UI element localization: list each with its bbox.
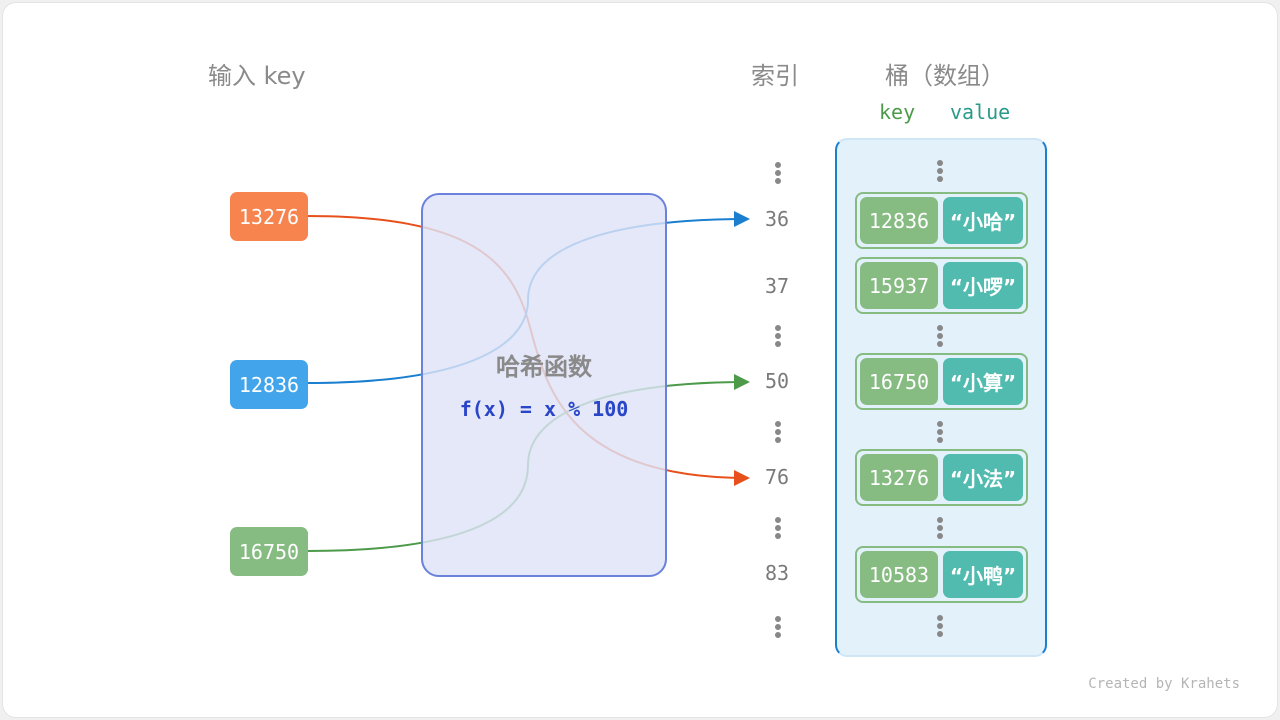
value-column-header: value	[950, 100, 1011, 124]
bucket-entry: 13276 “小法”	[855, 449, 1028, 506]
index-37: 37	[764, 274, 790, 298]
entry-value: “小法”	[943, 454, 1023, 501]
ellipsis-icon	[937, 615, 943, 639]
ellipsis-icon	[937, 160, 943, 184]
bucket-entry: 16750 “小算”	[855, 353, 1028, 410]
ellipsis-icon	[937, 517, 943, 541]
input-key-header: 输入 key	[208, 62, 306, 90]
entry-value: “小算”	[943, 358, 1023, 405]
index-76: 76	[764, 465, 790, 489]
index-36: 36	[764, 207, 790, 231]
input-key-16750: 16750	[230, 527, 308, 576]
key-column-header: key	[879, 100, 916, 124]
ellipsis-icon	[775, 325, 781, 349]
bucket-entry: 12836 “小哈”	[855, 192, 1028, 249]
entry-key: 10583	[860, 551, 938, 598]
bucket-entry: 10583 “小鸭”	[855, 546, 1028, 603]
ellipsis-icon	[937, 421, 943, 445]
hash-formula: f(x) = x % 100	[459, 397, 629, 421]
index-header: 索引	[751, 62, 799, 90]
entry-value: “小鸭”	[943, 551, 1023, 598]
entry-key: 16750	[860, 358, 938, 405]
index-50: 50	[764, 369, 790, 393]
index-83: 83	[764, 561, 790, 585]
hash-function-box: 哈希函数 f(x) = x % 100	[421, 193, 667, 577]
entry-key: 12836	[860, 197, 938, 244]
input-key-13276: 13276	[230, 192, 308, 241]
entry-key: 15937	[860, 262, 938, 309]
hash-function-title: 哈希函数	[496, 353, 592, 381]
ellipsis-icon	[775, 616, 781, 640]
entry-value: “小哈”	[943, 197, 1023, 244]
ellipsis-icon	[937, 325, 943, 349]
ellipsis-icon	[775, 517, 781, 541]
ellipsis-icon	[775, 421, 781, 445]
entry-value: “小啰”	[943, 262, 1023, 309]
bucket-entry: 15937 “小啰”	[855, 257, 1028, 314]
input-key-12836: 12836	[230, 360, 308, 409]
bucket-header: 桶（数组）	[885, 62, 1005, 90]
credit-text: Created by Krahets	[1088, 676, 1240, 692]
entry-key: 13276	[860, 454, 938, 501]
ellipsis-icon	[775, 162, 781, 186]
